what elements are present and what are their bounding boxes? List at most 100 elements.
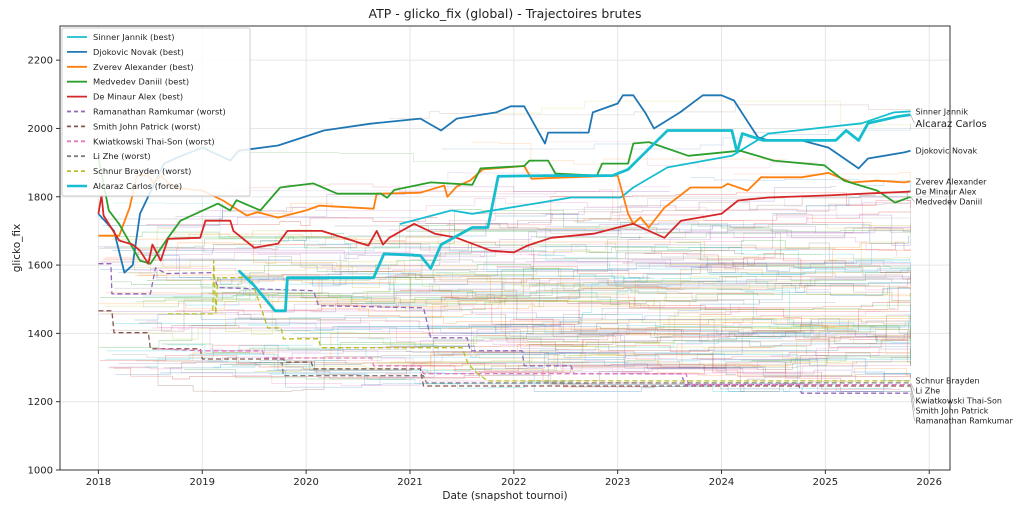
background-trajectory — [101, 311, 361, 324]
background-trajectory — [387, 275, 911, 290]
legend-entry: Ramanathan Ramkumar (worst) — [93, 107, 226, 117]
background-trajectory — [114, 276, 894, 299]
background-trajectory — [345, 326, 911, 386]
background-trajectory — [297, 337, 786, 374]
series-end-label: Zverev Alexander — [916, 177, 988, 186]
background-trajectory — [627, 258, 911, 279]
background-trajectory — [522, 361, 911, 371]
background-trajectory — [100, 261, 911, 283]
background-trajectory — [697, 261, 854, 268]
series-end-label: Smith John Patrick — [916, 407, 989, 416]
background-trajectory — [140, 296, 719, 340]
background-trajectory — [525, 344, 911, 392]
series-line — [98, 263, 911, 394]
background-trajectory — [150, 230, 643, 258]
background-trajectory — [531, 285, 911, 296]
background-trajectory — [632, 314, 911, 336]
legend-entry: Sinner Jannik (best) — [93, 32, 174, 42]
background-trajectory — [751, 352, 911, 366]
background-trajectory — [128, 241, 911, 288]
background-trajectory — [136, 337, 911, 385]
y-tick-label: 1000 — [28, 466, 53, 477]
background-trajectory — [496, 253, 911, 274]
background-trajectory — [222, 303, 881, 316]
background-trajectory — [104, 242, 477, 269]
legend-box — [61, 27, 251, 197]
x-tick-label: 2023 — [605, 477, 630, 488]
background-trajectory — [212, 344, 911, 377]
background-trajectory — [112, 223, 764, 251]
background-trajectory — [266, 370, 803, 392]
background-trajectory — [644, 253, 911, 287]
background-trajectory — [184, 369, 407, 380]
series-line — [237, 113, 911, 313]
series-line — [157, 348, 911, 386]
background-trajectory — [357, 338, 617, 358]
background-trajectory — [100, 230, 897, 271]
x-tick-label: 2022 — [501, 477, 526, 488]
background-trajectory — [489, 330, 911, 348]
y-tick-label: 2000 — [28, 124, 53, 135]
background-trajectory — [480, 262, 911, 273]
background-trajectory — [136, 240, 836, 303]
background-trajectory — [100, 313, 772, 349]
background-trajectory — [460, 280, 911, 334]
background-trajectory — [292, 314, 911, 334]
series-line — [97, 141, 911, 265]
background-trajectory — [475, 313, 911, 342]
background-trajectory — [432, 305, 911, 337]
legend-entry: Li Zhe (worst) — [93, 151, 151, 161]
background-trajectory — [667, 318, 911, 326]
background-trajectory — [100, 283, 621, 305]
legend: Sinner Jannik (best) Djokovic Novak (best… — [61, 27, 251, 197]
background-trajectory — [160, 352, 911, 377]
background-trajectory — [547, 359, 736, 375]
background-trajectory — [740, 348, 911, 366]
background-trajectory — [108, 351, 811, 392]
background-trajectory — [598, 271, 911, 282]
background-trajectory — [733, 211, 911, 229]
background-trajectory — [227, 172, 540, 192]
series-line — [280, 362, 911, 384]
background-trajectory — [388, 227, 911, 238]
background-trajectory — [601, 318, 911, 356]
ticks: 2018 2019 2020 2021 2022 2023 2024 2025 2026 1000… — [28, 56, 942, 488]
background-trajectory — [667, 255, 911, 266]
background-trajectory — [410, 242, 911, 269]
background-trajectory — [218, 272, 409, 280]
background-trajectory — [684, 341, 911, 347]
series-line — [97, 190, 911, 265]
background-trajectory — [549, 361, 681, 368]
legend-entry: Medvedev Daniil (best) — [93, 77, 189, 87]
background-trajectory — [396, 361, 590, 373]
background-trajectory — [138, 270, 651, 332]
background-trajectory — [212, 237, 899, 251]
background-trajectory — [118, 346, 426, 365]
background-trajectory — [334, 221, 487, 230]
background-trajectory — [173, 224, 911, 249]
series-end-label: Schnur Brayden — [916, 377, 980, 386]
background-trajectory — [448, 318, 911, 350]
chart-title: ATP - glicko_fix (global) - Trajectoires… — [368, 6, 641, 21]
background-trajectory — [495, 214, 911, 244]
background-trajectory — [608, 214, 911, 228]
background-trajectory — [427, 327, 791, 338]
background-trajectory — [269, 373, 892, 392]
background-trajectory — [209, 328, 878, 392]
series-line — [399, 110, 911, 225]
background-trajectory — [692, 352, 911, 359]
background-trajectory — [525, 214, 911, 262]
background-trajectory — [99, 354, 260, 365]
background-trajectory — [152, 327, 464, 363]
background-trajectory — [454, 318, 911, 370]
background-trajectory — [248, 278, 656, 326]
background-trajectory — [733, 172, 911, 179]
background-trajectory — [476, 201, 911, 214]
background-trajectory — [299, 265, 911, 298]
background-trajectory — [631, 325, 911, 331]
background-trajectory — [512, 318, 911, 366]
x-tick-label: 2021 — [397, 477, 422, 488]
background-trajectory — [349, 265, 671, 288]
background-trajectory — [308, 224, 712, 284]
y-tick-label: 1800 — [28, 192, 53, 203]
